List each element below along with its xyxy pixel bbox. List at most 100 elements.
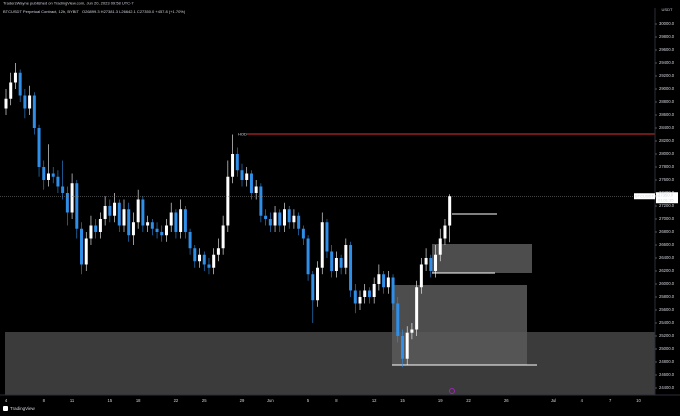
candle-body (429, 257, 433, 271)
candle-body (207, 264, 211, 268)
candle-body (287, 209, 291, 223)
candle-body (396, 303, 400, 336)
candle-body (46, 173, 50, 180)
y-tick-label: 28400.0 (659, 125, 675, 130)
candle-body (249, 173, 253, 193)
x-tick-label: 7 (609, 398, 612, 403)
candle-body (127, 209, 131, 236)
candle-body (198, 254, 202, 262)
candle-body (108, 205, 112, 216)
candle-body (13, 72, 17, 83)
candle-body (56, 176, 60, 187)
x-tick-label: 10 (636, 398, 641, 403)
candle-body (61, 186, 65, 193)
candle-body (268, 218, 272, 226)
candle-body (410, 329, 414, 333)
candle-body (183, 209, 187, 232)
candle-body (164, 225, 168, 236)
y-tick-label: 26200.0 (659, 268, 675, 273)
y-tick-label: 24800.0 (659, 359, 675, 364)
candle-body (240, 170, 244, 180)
candle-body (297, 215, 301, 229)
y-tick-label: 28600.0 (659, 112, 675, 117)
publisher: TradersWayne published on TradingView.co… (3, 1, 134, 6)
candle-body (146, 222, 150, 226)
candle-body (278, 212, 282, 226)
candle-body (320, 222, 324, 268)
candle-body (434, 254, 438, 271)
x-tick-label: 15 (108, 398, 113, 403)
y-tick-label: 27000.0 (659, 216, 675, 221)
candle-body (372, 283, 376, 297)
candle-body (292, 215, 296, 223)
candle-body (174, 212, 178, 232)
x-tick-label: 15 (400, 398, 405, 403)
candle-body (264, 215, 268, 219)
symbol-title: BTCUSDT Perpetual Contract, 12h, BYBIT (3, 9, 80, 14)
logo: TradingView (10, 406, 36, 411)
candle-body (193, 248, 197, 262)
y-tick-label: 27600.0 (659, 177, 675, 182)
candle-body (216, 248, 220, 255)
y-tick-label: 29800.0 (659, 34, 675, 39)
candle-body (391, 277, 395, 304)
candle-body (80, 228, 84, 265)
x-tick-label: 4 (581, 398, 584, 403)
candle-body (245, 173, 249, 180)
candle-body (226, 176, 230, 226)
candle-body (18, 72, 22, 96)
candle-body (386, 277, 390, 288)
candle-body (273, 212, 277, 226)
candle-body (179, 209, 183, 232)
candle-body (382, 274, 386, 288)
candle-body (415, 287, 419, 330)
y-unit: USDT (662, 7, 673, 12)
candle-body (334, 257, 338, 271)
candle-body (231, 153, 235, 177)
x-tick-label: 5 (307, 398, 310, 403)
candle-body (330, 251, 334, 271)
candle-body (325, 222, 329, 252)
y-tick-label: 25000.0 (659, 346, 675, 351)
candle-body (212, 254, 216, 268)
x-tick-label: 22 (466, 398, 471, 403)
candle-body (339, 257, 343, 268)
y-tick-label: 29600.0 (659, 47, 675, 52)
candle-body (94, 225, 98, 232)
x-tick-label: 26 (504, 398, 509, 403)
candle-body (141, 199, 145, 226)
candle-body (377, 274, 381, 284)
y-tick-label: 27200.0 (659, 203, 675, 208)
demand-zone (5, 332, 655, 395)
y-tick-label: 29400.0 (659, 60, 675, 65)
event-icon (449, 388, 455, 394)
x-tick-label: 18 (136, 398, 141, 403)
candle-body (160, 231, 164, 236)
x-tick-label: 8 (43, 398, 46, 403)
plot (0, 62, 655, 368)
candle-body (349, 244, 353, 291)
candle-body (122, 209, 126, 226)
candle-body (311, 274, 315, 301)
candle-body (235, 153, 239, 171)
x-tick-label: Jun (267, 398, 274, 403)
symbol-tag: BTCUSDT P (635, 193, 658, 198)
candle-body (150, 222, 154, 229)
y-tick-label: 25200.0 (659, 333, 675, 338)
candle-body (113, 202, 117, 216)
zone-box (392, 285, 527, 365)
candle-body (306, 238, 310, 275)
logo-icon (3, 406, 8, 411)
y-tick-label: 26000.0 (659, 281, 675, 286)
candle-body (202, 254, 206, 265)
y-tick-label: 25800.0 (659, 294, 675, 299)
candle-body (32, 95, 36, 128)
candle-body (4, 98, 8, 109)
price-tag-box (656, 192, 678, 204)
candle-body (136, 199, 140, 223)
x-tick-label: 19 (438, 398, 443, 403)
candle-body (443, 225, 447, 239)
x-tick-label: 8 (335, 398, 338, 403)
